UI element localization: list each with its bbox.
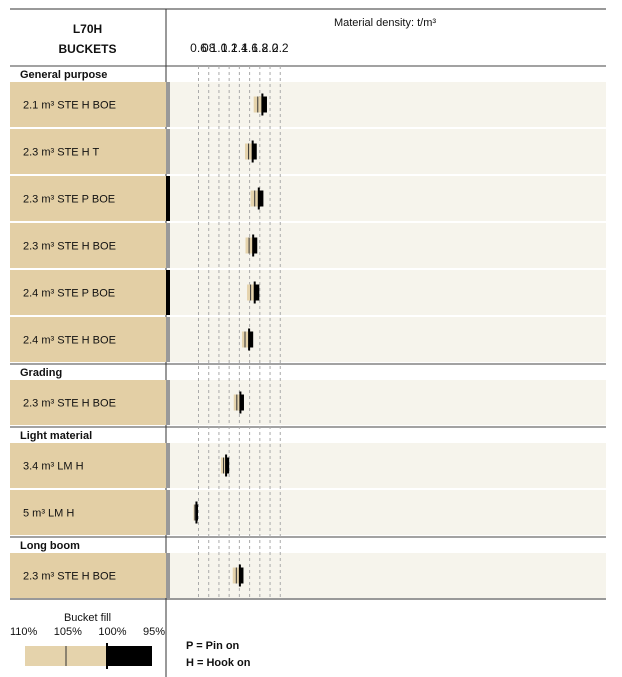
mount-type-marker (166, 270, 170, 315)
legend-fill-100: 100% (98, 626, 127, 638)
bucket-label: 2.4 m³ STE H BOE (23, 335, 116, 347)
chart-title-line1: L70H (72, 22, 103, 36)
bucket-fill-range-dark (253, 237, 258, 254)
bucket-row-background (166, 380, 606, 425)
bucket-fill-range-dark (239, 567, 244, 584)
legend-fill-levels: 110% 105% 100% 95% (10, 626, 165, 638)
bucket-row-background (166, 82, 606, 127)
x-tick-label: 1.4 (231, 41, 248, 55)
legend-hook-note: H = Hook on (186, 657, 251, 669)
bucket-row-background (166, 317, 606, 362)
bucket-row-background (166, 443, 606, 488)
legend-fill-105: 105% (53, 626, 82, 638)
x-axis-title: Material density: t/m³ (334, 17, 436, 29)
x-tick-label: 1.6 (241, 41, 258, 55)
bucket-label: 2.4 m³ STE P BOE (23, 288, 115, 300)
bucket-label: 2.3 m³ STE H BOE (23, 398, 116, 410)
x-tick-label: 1.0 (211, 41, 228, 55)
group-label-grading: Grading (20, 367, 62, 379)
x-tick-label: 0.6 (190, 41, 207, 55)
bucket-fill-range-dark (254, 284, 260, 301)
mount-type-marker (166, 553, 170, 598)
mount-type-marker (166, 443, 170, 488)
bucket-row-background (166, 270, 606, 315)
bucket-label: 2.1 m³ STE H BOE (23, 100, 116, 112)
bucket-fill-range-dark (262, 96, 267, 113)
legend-title: Bucket fill (63, 612, 112, 624)
legend-fill-95: 95% (142, 626, 165, 638)
bucket-fill-range-dark (249, 331, 254, 348)
bucket-label-cell (10, 317, 166, 362)
x-tick-label: 08 (202, 41, 216, 55)
bucket-label-cell (10, 553, 166, 598)
bucket-label-cell (10, 380, 166, 425)
mount-type-marker (166, 82, 170, 127)
bucket-label: 3.4 m³ LM H (23, 461, 84, 473)
legend-fill-110: 110% (10, 626, 38, 638)
chart-title-line2: BUCKETS (58, 42, 117, 56)
bucket-label: 2.3 m³ STE H BOE (23, 241, 116, 253)
mount-type-marker (166, 490, 170, 535)
group-label-light-material: Light material (20, 430, 92, 442)
bucket-row-background (166, 553, 606, 598)
bucket-row-background (166, 176, 606, 221)
bucket-label: 2.3 m³ STE H BOE (23, 571, 116, 583)
bucket-fill-range-dark (226, 457, 230, 474)
mount-type-marker (166, 176, 170, 221)
bucket-label-cell (10, 129, 166, 174)
mount-type-marker (166, 380, 170, 425)
x-tick-label: 1.2 (221, 41, 238, 55)
bucket-fill-range-dark (240, 394, 244, 411)
x-tick-label: 2.0 (262, 41, 279, 55)
mount-type-marker (166, 129, 170, 174)
bucket-fill-range-dark (258, 190, 264, 207)
bucket-label-cell (10, 490, 166, 535)
bucket-label-cell (10, 82, 166, 127)
mount-type-marker (166, 317, 170, 362)
bucket-fill-range-dark (252, 143, 257, 160)
group-label-long-boom: Long boom (20, 540, 80, 552)
bucket-label-cell (10, 270, 166, 315)
bucket-row-background (166, 223, 606, 268)
x-tick-label: 1.8 (251, 41, 268, 55)
bucket-label-cell (10, 443, 166, 488)
mount-type-marker (166, 223, 170, 268)
bucket-label-cell (10, 223, 166, 268)
bucket-row-background (166, 129, 606, 174)
bucket-label: 2.3 m³ STE H T (23, 147, 99, 159)
bucket-label: 5 m³ LM H (23, 508, 74, 520)
bucket-row-background (166, 490, 606, 535)
bucket-label-cell (10, 176, 166, 221)
group-label-general-purpose: General purpose (20, 69, 107, 81)
legend-dark-swatch (107, 646, 152, 666)
bucket-label: 2.3 m³ STE P BOE (23, 194, 115, 206)
legend-pin-note: P = Pin on (186, 640, 240, 652)
bucket-fill-range-light (241, 331, 250, 348)
x-tick-label: 2.2 (272, 41, 289, 55)
